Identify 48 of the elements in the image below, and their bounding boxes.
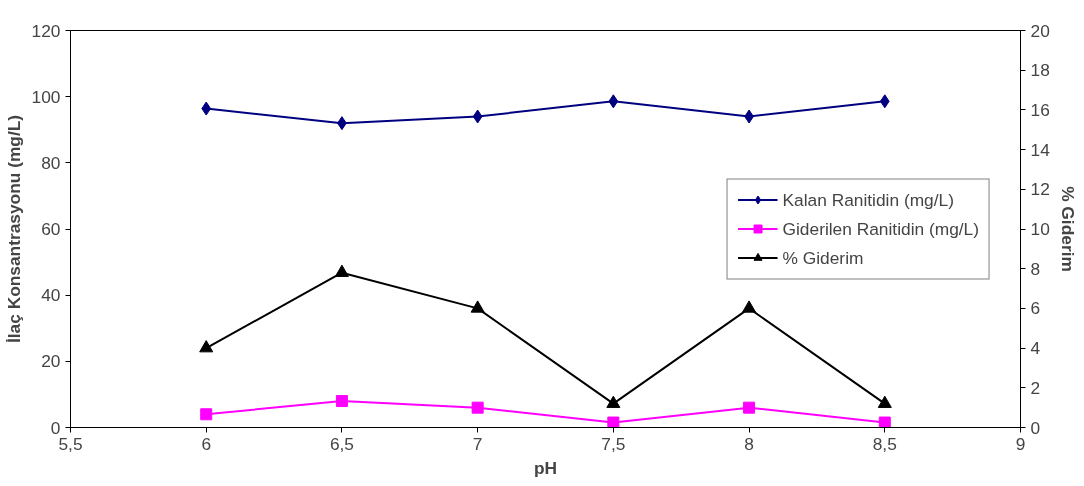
point [742, 300, 757, 313]
point [877, 395, 892, 408]
x-tick-label: 7,5 [601, 433, 626, 454]
y-axis-title: İlaç Konsantrasyonu (mg/L) [3, 114, 24, 344]
point [201, 101, 212, 116]
y2-tick-label: 6 [1030, 298, 1041, 319]
point [471, 401, 484, 414]
y-tick-label: 100 [31, 86, 61, 107]
y-tick-label: 80 [41, 152, 61, 173]
point [606, 395, 621, 408]
legend-label: % Giderim [782, 247, 864, 268]
point [470, 300, 485, 313]
y2-tick-label: 20 [1030, 20, 1050, 41]
x-tick-label: 6 [201, 433, 212, 454]
y2-tick-label: 10 [1030, 219, 1050, 239]
point [878, 416, 891, 428]
y2-tick-label: 0 [1030, 417, 1041, 438]
point [879, 94, 890, 109]
point [608, 94, 619, 109]
point [607, 416, 620, 428]
y-tick-label: 120 [31, 20, 61, 41]
legend-label: Giderilen Ranitidin (mg/L) [782, 218, 979, 239]
y2-tick-label: 18 [1030, 60, 1050, 81]
point [743, 401, 756, 414]
y2-tick-label: 4 [1030, 338, 1041, 359]
x-tick-label: 9 [1015, 433, 1026, 454]
x-tick-label: 8 [744, 433, 754, 454]
point [199, 340, 214, 353]
y-tick-label: 20 [41, 351, 61, 372]
y2-tick-label: 2 [1030, 377, 1041, 398]
y2-tick-label: 8 [1030, 258, 1041, 279]
y-tick-label: 40 [41, 285, 61, 306]
point [472, 109, 483, 124]
legend-label: Kalan Ranitidin (mg/L) [782, 189, 954, 210]
y-tick-label: 0 [50, 417, 61, 438]
y2-tick-label: 12 [1030, 179, 1050, 200]
x-tick-label: 5,5 [58, 433, 83, 454]
y2-tick-label: 14 [1030, 139, 1051, 160]
point [335, 395, 348, 408]
point [334, 264, 349, 277]
x-tick-label: 7 [472, 433, 483, 454]
x-tick-label: 8,5 [872, 433, 897, 454]
point [200, 408, 213, 421]
y2-tick-label: 16 [1030, 99, 1050, 120]
x-tick-label: 6,5 [329, 433, 354, 454]
x-axis-title: pH [533, 457, 558, 478]
y2-axis-title: % Giderim [1057, 186, 1078, 272]
y-tick-label: 60 [41, 219, 61, 239]
